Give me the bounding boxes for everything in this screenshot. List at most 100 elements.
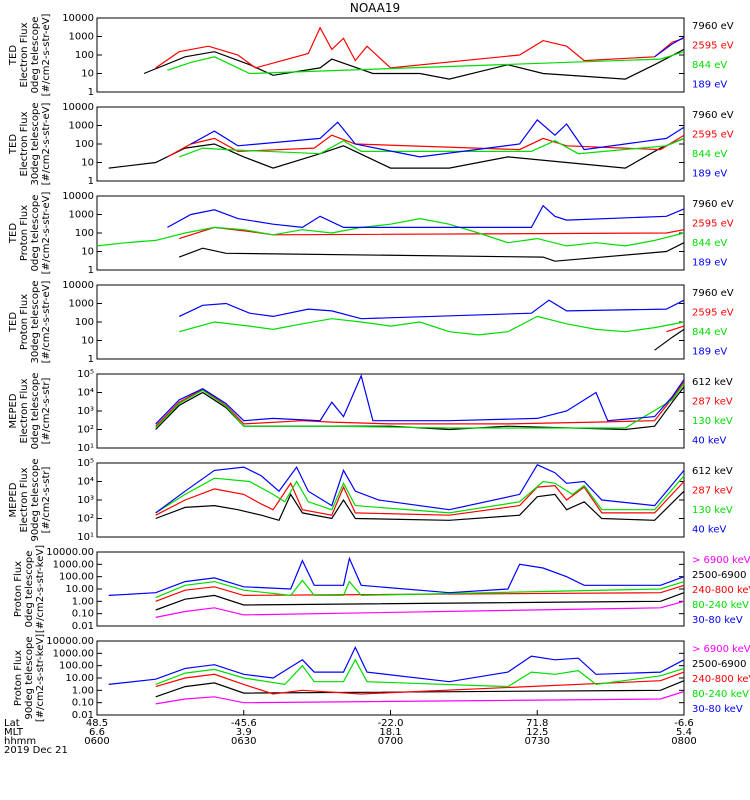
y-axis-label: [#/cm2-s-str-keV] bbox=[35, 634, 46, 722]
legend-entry: 40 keV bbox=[692, 435, 726, 446]
series-green bbox=[178, 137, 685, 158]
legend-entry: 7960 eV bbox=[692, 21, 734, 32]
series-black bbox=[155, 386, 685, 431]
x-tick-label-hhmm: 0600 bbox=[84, 736, 109, 747]
legend-entry: 844 eV bbox=[692, 149, 727, 160]
y-axis-label: 0deg telescope bbox=[24, 551, 35, 628]
y-axis-label: TED bbox=[8, 312, 19, 333]
legend-entry: 30-80 keV bbox=[692, 615, 743, 626]
series-magenta bbox=[155, 600, 685, 618]
legend-entry: 130 keV bbox=[692, 505, 733, 516]
chart-panel-6: 10¹ 10² 10³ 10⁴ 10⁵ MEPED Electron Flux 90deg t… bbox=[8, 458, 733, 543]
y-tick-label: 10¹ bbox=[77, 532, 94, 543]
series-red bbox=[155, 584, 685, 602]
y-axis-label: Proton Flux bbox=[19, 294, 30, 350]
x-tick-label-lat: 48.5 bbox=[86, 718, 108, 729]
series-blue bbox=[108, 646, 685, 685]
series-green bbox=[167, 51, 685, 75]
series-green bbox=[155, 579, 685, 599]
legend-entry: > 6900 keV bbox=[692, 555, 750, 566]
y-axis-label: 0deg telescope bbox=[30, 17, 41, 94]
y-tick-label: 10 bbox=[81, 336, 94, 347]
y-tick-label: 1 bbox=[88, 265, 94, 276]
y-tick-label: 10000 bbox=[62, 280, 94, 291]
y-tick-label: 1 bbox=[88, 354, 94, 365]
series-blue bbox=[108, 556, 685, 596]
y-tick-label: 10 bbox=[81, 158, 94, 169]
y-tick-label: 10000 bbox=[62, 13, 94, 24]
y-tick-label: 100 bbox=[75, 50, 94, 61]
y-tick-label: 10² bbox=[77, 425, 94, 436]
series-black bbox=[155, 680, 685, 698]
y-tick-label: 10.00 bbox=[65, 673, 94, 684]
y-axis-label: [#/cm2-s-str] bbox=[41, 466, 52, 533]
y-tick-label: 1 bbox=[88, 87, 94, 98]
y-axis-label: TED bbox=[8, 45, 19, 66]
y-tick-label: 100 bbox=[75, 317, 94, 328]
y-tick-label: 10000.00 bbox=[46, 636, 94, 647]
legend-entry: 7960 eV bbox=[692, 199, 734, 210]
series-black bbox=[143, 48, 685, 80]
legend-entry: 189 eV bbox=[692, 79, 727, 90]
y-tick-label: 1000 bbox=[69, 299, 94, 310]
y-axis-label: 0deg telescope bbox=[30, 195, 41, 272]
y-axis-label: 90deg telescope bbox=[24, 636, 35, 719]
y-tick-label: 1.00 bbox=[72, 685, 94, 696]
y-axis-label: Electron Flux bbox=[19, 111, 30, 176]
series-black bbox=[155, 592, 685, 611]
series-green bbox=[155, 658, 685, 688]
y-tick-label: 10000 bbox=[62, 102, 94, 113]
legend-entry: 40 keV bbox=[692, 524, 726, 535]
figure-title: NOAA19 bbox=[350, 1, 400, 15]
x-tick-label-lat: 71.8 bbox=[526, 718, 548, 729]
y-tick-label: 10³ bbox=[77, 495, 94, 506]
legend-entry: 189 eV bbox=[692, 257, 727, 268]
y-tick-label: 10000.00 bbox=[46, 547, 94, 558]
y-axis-label: [#/cm2-s-str-eV] bbox=[41, 103, 52, 186]
series-red bbox=[666, 325, 685, 333]
panel-frame bbox=[96, 106, 685, 182]
y-axis-label: [#/cm2-s-str-keV] bbox=[35, 545, 46, 633]
series-blue bbox=[190, 119, 685, 158]
legend-entry: 612 keV bbox=[692, 466, 733, 477]
panel-frame bbox=[96, 17, 685, 93]
x-tick-label-mlt: 6.6 bbox=[89, 727, 105, 738]
legend-entry: 240-800 keV bbox=[692, 585, 750, 596]
series-red bbox=[155, 671, 685, 695]
y-tick-label: 1000.00 bbox=[53, 559, 94, 570]
y-tick-label: 1 bbox=[88, 176, 94, 187]
y-axis-label: TED bbox=[8, 223, 19, 244]
legend-entry: 30-80 keV bbox=[692, 704, 743, 715]
y-tick-label: 1000 bbox=[69, 210, 94, 221]
y-tick-label: 10 bbox=[81, 69, 94, 80]
y-tick-label: 10.00 bbox=[65, 584, 94, 595]
y-axis-label: Proton Flux bbox=[19, 205, 30, 261]
x-tick-label-hhmm: 0730 bbox=[525, 736, 550, 747]
legend-entry: 189 eV bbox=[692, 346, 727, 357]
x-row-label: 2019 Dec 21 bbox=[4, 745, 68, 756]
x-tick-label-lat: -6.6 bbox=[674, 718, 694, 729]
y-tick-label: 0.01 bbox=[72, 710, 94, 721]
legend-entry: 80-240 keV bbox=[692, 600, 749, 611]
legend-entry: 2595 eV bbox=[692, 218, 734, 229]
x-tick-label-hhmm: 0800 bbox=[671, 736, 696, 747]
y-axis-label: TED bbox=[8, 134, 19, 155]
series-green bbox=[155, 383, 685, 429]
legend-entry: 2595 eV bbox=[692, 129, 734, 140]
series-red bbox=[155, 481, 685, 516]
y-tick-label: 100.00 bbox=[59, 572, 94, 583]
legend-entry: > 6900 keV bbox=[692, 644, 750, 655]
chart-panel-4: 1 10 100 1000 10000 TED Proton Flux 30deg teles… bbox=[8, 280, 734, 365]
y-tick-label: 10 bbox=[81, 247, 94, 258]
series-green bbox=[155, 475, 685, 514]
legend-entry: 130 keV bbox=[692, 416, 733, 427]
x-tick-label-hhmm: 0700 bbox=[378, 736, 403, 747]
y-tick-label: 1000 bbox=[69, 121, 94, 132]
y-tick-label: 10⁴ bbox=[77, 477, 94, 488]
x-row-label: hhmm bbox=[4, 736, 36, 747]
series-blue bbox=[155, 373, 685, 425]
legend-entry: 189 eV bbox=[692, 168, 727, 179]
